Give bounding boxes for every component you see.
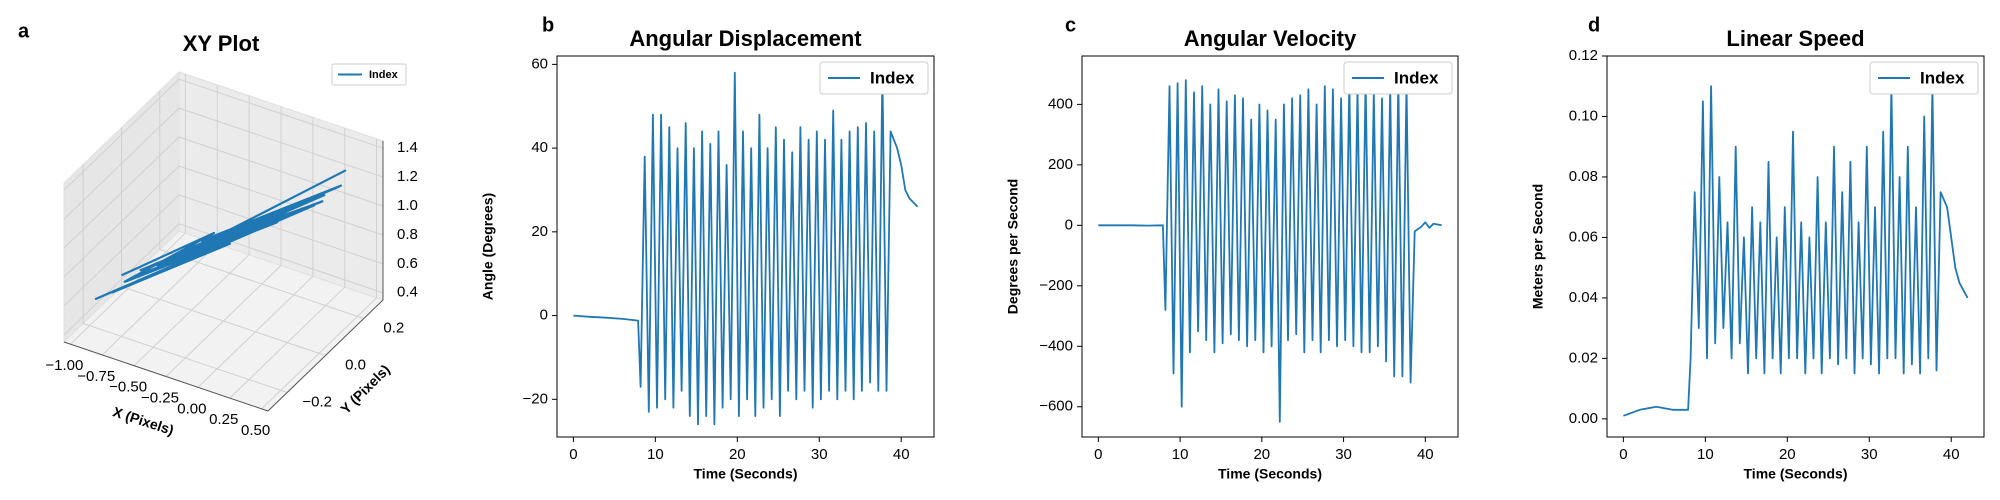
data-line xyxy=(1623,85,1969,417)
y-tick-label: 0 xyxy=(540,307,548,324)
y-tick-label: −600 xyxy=(1039,398,1073,415)
x-tick-label: −0.50 xyxy=(109,379,147,396)
z-tick-label: 1.2 xyxy=(397,168,418,185)
grid-line xyxy=(63,194,384,307)
x-tick-label: 0 xyxy=(569,446,577,463)
x-tick-label: 0.25 xyxy=(209,411,238,428)
x-tick-label: −0.75 xyxy=(77,368,115,385)
grid-line xyxy=(165,106,282,377)
y-tick-label: 400 xyxy=(1048,95,1073,112)
x-tick-label: 20 xyxy=(1779,446,1796,463)
legend-label: Index xyxy=(1394,68,1439,87)
z-tick-label: 0.4 xyxy=(397,284,418,301)
x-tick-label: 0 xyxy=(1094,446,1102,463)
z-tick-label: 1.4 xyxy=(397,139,418,156)
panel-label: b xyxy=(542,14,554,36)
plot-frame xyxy=(1606,55,1985,438)
legend-box xyxy=(819,61,929,95)
data-line xyxy=(1098,79,1442,423)
z-tick-label: 0.6 xyxy=(397,255,418,272)
data-line xyxy=(573,71,919,426)
x-tick-label: 30 xyxy=(1335,446,1352,463)
x-tick-label: 40 xyxy=(893,446,910,463)
y-tick-label: 0 xyxy=(1065,216,1073,233)
y-tick-label: 0.08 xyxy=(1569,168,1598,185)
z-tick-label: 0.8 xyxy=(397,226,418,243)
chart-title: XY Plot xyxy=(183,31,260,56)
x-axis-label: Time (Seconds) xyxy=(1218,466,1322,482)
y-axis-label: Degrees per Second xyxy=(1005,179,1021,314)
y-tick-label: 0.06 xyxy=(1569,228,1598,245)
grid-line xyxy=(229,128,346,399)
x-tick-label: 30 xyxy=(1861,446,1878,463)
y-tick-label: 0.04 xyxy=(1569,289,1598,306)
x-axis-label: Time (Seconds) xyxy=(694,466,798,482)
grid-line xyxy=(63,136,384,249)
data-line xyxy=(94,169,347,300)
x-tick-label: 0.50 xyxy=(241,422,270,439)
chart-title: Angular Velocity xyxy=(1184,26,1357,51)
grid-line xyxy=(133,95,250,367)
x-tick-label: −1.00 xyxy=(45,357,83,374)
x-tick-label: 40 xyxy=(1417,446,1434,463)
x-tick-label: 0.00 xyxy=(177,400,206,417)
legend-box xyxy=(1869,61,1979,95)
x-tick-label: 40 xyxy=(1943,446,1960,463)
y-tick-label: 0.12 xyxy=(1569,47,1598,64)
x-tick-label: 10 xyxy=(1172,446,1189,463)
y-tick-label: 0.10 xyxy=(1569,107,1598,124)
z-tick-label: 1.0 xyxy=(397,197,418,214)
plot-frame xyxy=(556,55,935,438)
y-tick-label: 200 xyxy=(1048,156,1073,173)
grid-line xyxy=(63,223,384,336)
grid-line xyxy=(121,127,326,356)
panel-label: a xyxy=(18,20,30,42)
x-tick-label: 10 xyxy=(1697,446,1714,463)
x-tick-label: −0.25 xyxy=(141,389,179,406)
legend-label: Index xyxy=(1920,68,1965,87)
grid-line xyxy=(70,74,186,345)
grid-line xyxy=(82,164,288,393)
y-tick-label: 20 xyxy=(531,223,548,240)
y-axis-label: Meters per Second xyxy=(1530,184,1546,309)
legend-label: Index xyxy=(369,69,399,81)
y-axis-label: Angle (Degrees) xyxy=(480,193,496,300)
chart-title: Angular Displacement xyxy=(629,26,862,51)
plot-frame xyxy=(1081,55,1459,438)
grid-line xyxy=(197,117,314,388)
x-tick-label: 20 xyxy=(729,446,746,463)
y-tick-label: −20 xyxy=(523,390,548,407)
legend-box xyxy=(1343,61,1453,95)
x-axis-label: X (Pixels) xyxy=(111,403,176,438)
chart-title: Linear Speed xyxy=(1726,26,1864,51)
panel-label: c xyxy=(1065,14,1076,36)
x-tick-label: 0 xyxy=(1619,446,1627,463)
y-tick-label: 0.02 xyxy=(1569,349,1598,366)
y-tick-label: 60 xyxy=(531,55,548,72)
y-tick-label: −0.2 xyxy=(302,393,332,410)
y-tick-label: −200 xyxy=(1039,277,1073,294)
grid-line xyxy=(63,107,384,220)
y-tick-label: 0.0 xyxy=(345,356,366,373)
y-tick-label: 0.2 xyxy=(383,319,404,336)
legend-box xyxy=(331,63,407,86)
y-tick-label: −400 xyxy=(1039,337,1073,354)
panel-label: d xyxy=(1588,14,1600,36)
y-tick-label: 40 xyxy=(531,139,548,156)
axis-line xyxy=(63,141,384,412)
x-tick-label: 30 xyxy=(811,446,828,463)
grid-line xyxy=(63,78,384,191)
grid-line xyxy=(159,90,364,319)
y-tick-label: 0.00 xyxy=(1569,410,1598,427)
grid-line xyxy=(63,165,384,278)
x-axis-label: Time (Seconds) xyxy=(1744,466,1848,482)
grid-line xyxy=(261,138,378,410)
legend-label: Index xyxy=(870,68,915,87)
x-tick-label: 20 xyxy=(1253,446,1270,463)
x-tick-label: 10 xyxy=(647,446,664,463)
